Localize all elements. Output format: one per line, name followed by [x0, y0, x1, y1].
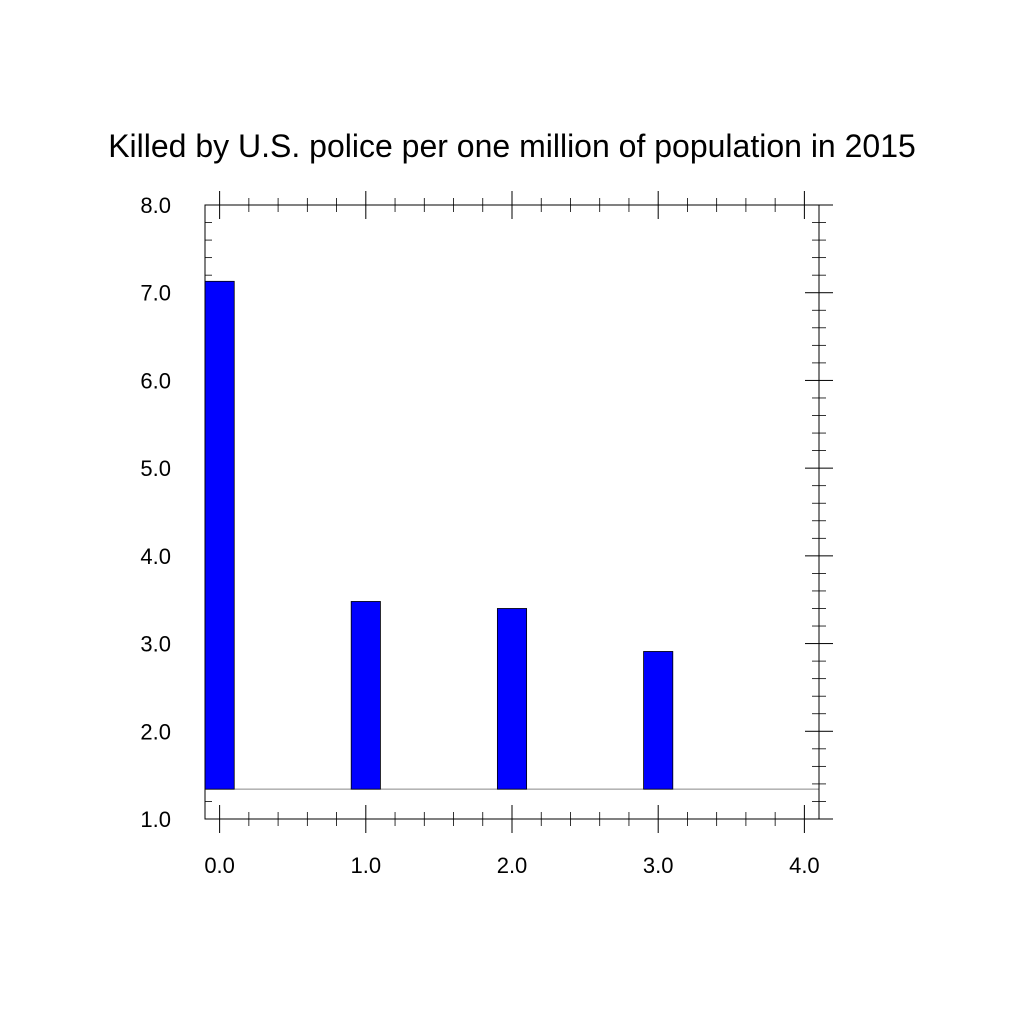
y-tick-label: 1.0 — [140, 807, 171, 832]
x-tick-label: 4.0 — [789, 853, 820, 878]
bar-0 — [204, 280, 235, 790]
chart-title: Killed by U.S. police per one million of… — [108, 128, 916, 164]
bars — [204, 280, 674, 790]
x-tick-label: 2.0 — [497, 853, 528, 878]
x-tick-label: 0.0 — [204, 853, 235, 878]
y-tick-label: 5.0 — [140, 456, 171, 481]
y-tick-label: 4.0 — [140, 544, 171, 569]
x-tick-label: 3.0 — [643, 853, 674, 878]
bar-2 — [496, 608, 528, 790]
y-tick-labels: 1.0 2.0 3.0 4.0 5.0 6.0 7.0 8.0 — [140, 193, 171, 832]
plot-frame — [204, 204, 820, 820]
bar-3 — [643, 651, 674, 790]
bar-1 — [350, 601, 381, 790]
y-tick-label: 3.0 — [140, 632, 171, 657]
minor-ticks — [205, 198, 826, 826]
x-tick-labels: 0.0 1.0 2.0 3.0 4.0 — [204, 853, 819, 878]
y-tick-label: 8.0 — [140, 193, 171, 218]
y-tick-label: 7.0 — [140, 281, 171, 306]
y-tick-label: 6.0 — [140, 368, 171, 393]
y-tick-label: 2.0 — [140, 719, 171, 744]
x-tick-label: 1.0 — [351, 853, 382, 878]
